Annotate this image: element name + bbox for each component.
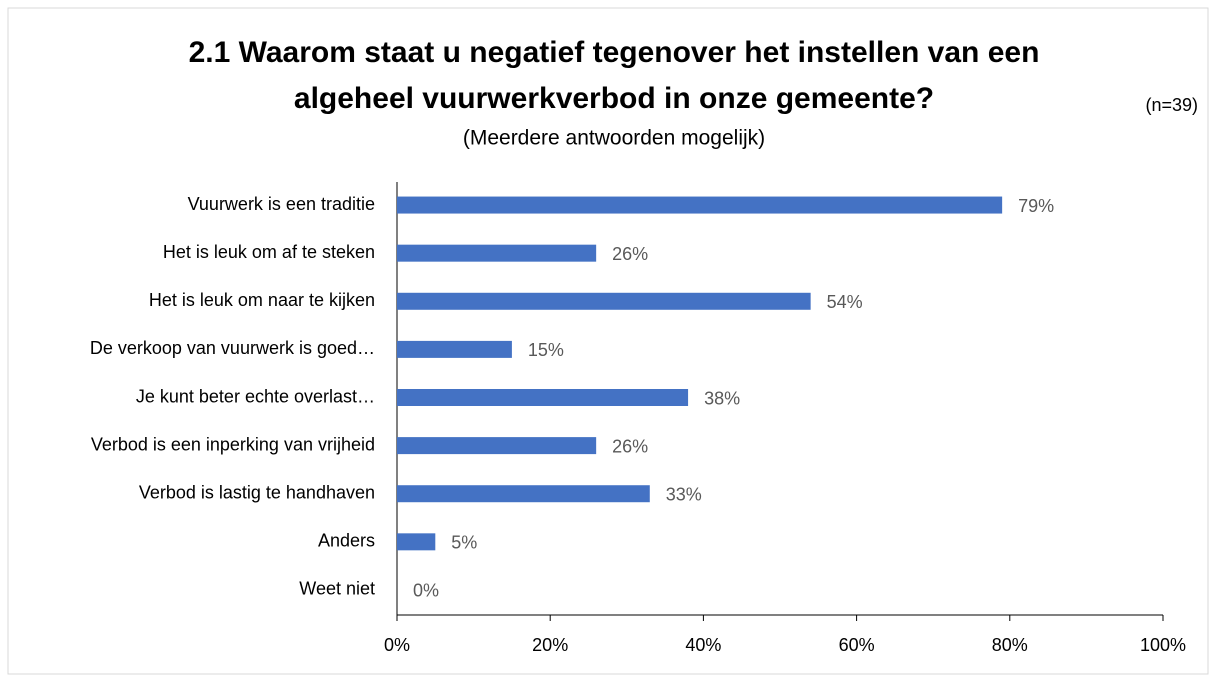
data-label: 15% <box>528 340 564 360</box>
x-tick-label: 0% <box>384 635 410 655</box>
y-tick-label: Anders <box>318 531 375 551</box>
x-tick-label: 60% <box>839 635 875 655</box>
bar <box>397 533 436 551</box>
bar <box>397 340 512 358</box>
bar <box>397 292 811 310</box>
data-label: 5% <box>451 533 477 553</box>
y-tick-label: Verbod is een inperking van vrijheid <box>91 434 375 454</box>
y-tick-label: Verbod is lastig te handhaven <box>139 482 375 502</box>
data-label: 26% <box>612 244 648 264</box>
x-tick-label: 80% <box>992 635 1028 655</box>
chart-title: algeheel vuurwerkverbod in onze gemeente… <box>294 82 934 115</box>
chart-title: 2.1 Waarom staat u negatief tegenover he… <box>189 36 1040 69</box>
x-tick-label: 20% <box>532 635 568 655</box>
y-tick-label: Het is leuk om af te steken <box>163 242 375 262</box>
y-tick-label: Je kunt beter echte overlast… <box>136 386 375 406</box>
data-label: 54% <box>827 292 863 312</box>
x-tick-label: 100% <box>1140 635 1186 655</box>
data-label: 26% <box>612 436 648 456</box>
data-label: 0% <box>413 581 439 601</box>
bar <box>397 485 650 503</box>
chart-subtitle: (Meerdere antwoorden mogelijk) <box>463 127 765 150</box>
data-label: 38% <box>704 388 740 408</box>
annotation: (n=39) <box>1145 95 1198 115</box>
bar <box>397 244 597 262</box>
y-tick-label: De verkoop van vuurwerk is goed… <box>90 338 375 358</box>
data-label: 79% <box>1018 196 1054 216</box>
y-tick-label: Vuurwerk is een traditie <box>188 194 375 214</box>
x-tick-label: 40% <box>685 635 721 655</box>
y-tick-label: Weet niet <box>299 579 375 599</box>
y-tick-label: Het is leuk om naar te kijken <box>149 290 375 310</box>
bar <box>397 196 1003 214</box>
data-label: 33% <box>666 484 702 504</box>
chart-border <box>7 7 1209 675</box>
bar <box>397 389 689 406</box>
bar <box>397 437 597 455</box>
